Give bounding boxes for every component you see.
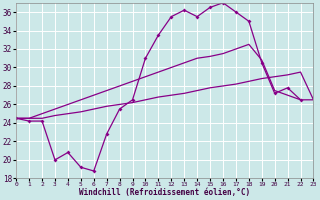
X-axis label: Windchill (Refroidissement éolien,°C): Windchill (Refroidissement éolien,°C) xyxy=(79,188,250,197)
